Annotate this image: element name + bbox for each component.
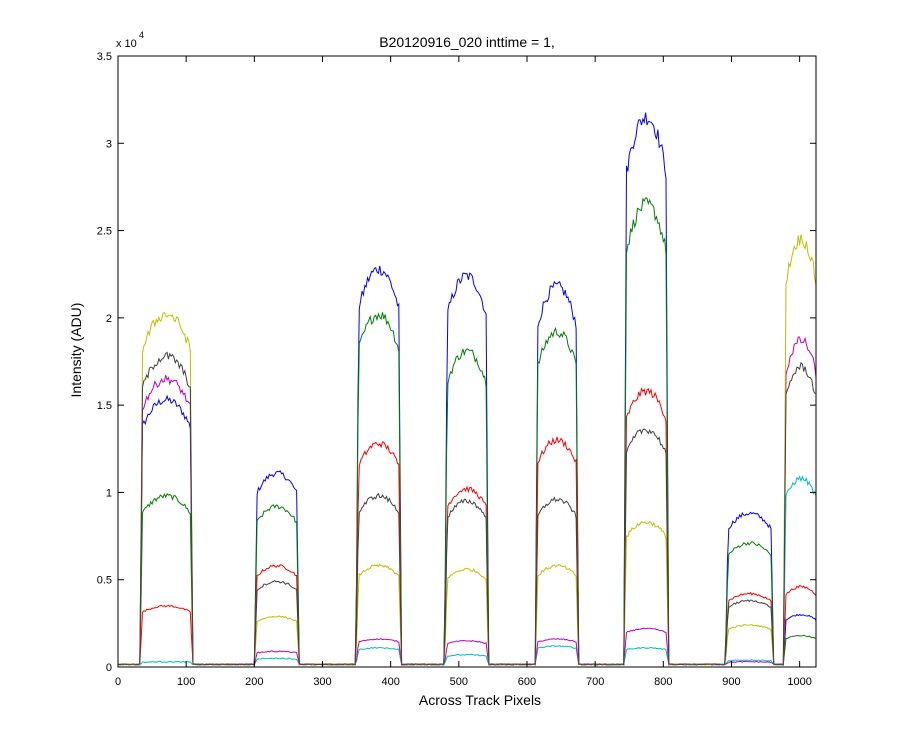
x-tick-label: 100 [177,676,195,688]
plot-background [118,56,816,667]
series-layer [117,112,817,666]
y-tick-label: 0.5 [97,575,112,587]
y-tick-label: 0 [106,662,112,674]
x-tick-label: 300 [313,676,331,688]
y-tick-label: 2.5 [97,226,112,238]
y-tick-label: 3 [106,138,112,150]
y-axis-title: Intensity (ADU) [68,303,84,398]
x-axis-title: Across Track Pixels [419,692,541,708]
plot-area [118,56,816,667]
x-tick-label: 900 [722,676,740,688]
x-tick-label: 0 [115,676,121,688]
x-tick-label: 1000 [787,676,811,688]
chart-title: B20120916_020 inttime = 1, [379,34,555,50]
y-scale-factor: x 10 [116,38,137,50]
x-tick-label: 600 [518,676,536,688]
y-tick-label: 1.5 [97,400,112,412]
y-tick-label: 3.5 [97,51,112,63]
x-tick-label: 800 [654,676,672,688]
series-line-7 [117,351,817,666]
x-tick-label: 400 [381,676,399,688]
axes-frame [117,55,817,668]
y-tick-label: 1 [106,487,112,499]
axes-layer: 0 100 200 300 400 500 600 700 800 900 1000 0 0.5 1 1.5… [97,51,817,688]
x-tick-label: 200 [245,676,263,688]
y-tick-label: 2 [106,313,112,325]
x-tick-label: 700 [586,676,604,688]
x-tick-label: 500 [450,676,468,688]
y-scale-exponent: 4 [139,30,144,40]
